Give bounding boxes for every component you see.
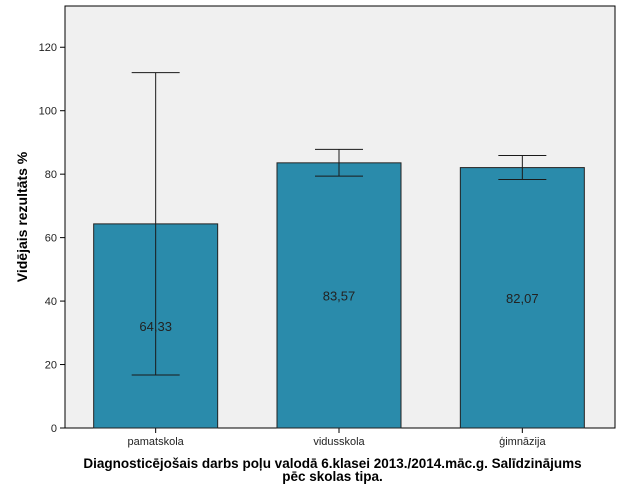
y-tick-label-60: 60: [45, 233, 57, 245]
chart-caption: Diagnosticējošais darbs poļu valodā 6.kl…: [40, 456, 625, 484]
caption-line-2: pēc skolas tipa.: [282, 469, 383, 484]
x-tick-label-vidusskola: vidusskola: [313, 436, 365, 448]
data-labels: 64,33 83,57 82,07: [139, 288, 538, 334]
y-tick-label-20: 20: [45, 360, 57, 372]
x-tick-label-ģimnāzija: ģimnāzija: [499, 435, 546, 448]
error-bars: [131, 72, 547, 376]
data-label-vidusskola: 83,57: [323, 288, 356, 303]
x-tick-label-pamatskola: pamatskola: [128, 436, 185, 448]
y-tick-label-120: 120: [39, 42, 57, 54]
caption-line-1: Diagnosticējošais darbs poļu valodā 6.kl…: [83, 456, 582, 471]
data-label-ģimnāzija: 82,07: [506, 291, 539, 306]
x-axis: pamatskola vidusskola ģimnāzija: [65, 427, 615, 448]
y-tick-label-40: 40: [45, 296, 57, 308]
y-tick-label-80: 80: [45, 169, 57, 181]
y-axis: 0 20 40 60 80 100 120: [39, 6, 66, 435]
y-tick-label-100: 100: [39, 106, 57, 118]
data-label-pamatskola: 64,33: [139, 319, 172, 334]
y-tick-label-0: 0: [51, 423, 57, 435]
y-axis-label: Vidējais rezultāts %: [14, 151, 30, 282]
bar-chart: 0 20 40 60 80 100 120 pamatskola vidusskola ģimn…: [14, 5, 616, 448]
